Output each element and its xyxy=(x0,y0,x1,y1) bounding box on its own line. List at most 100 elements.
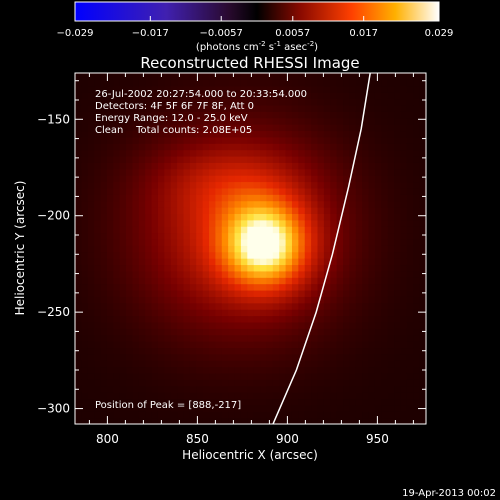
heatmap-cell xyxy=(119,321,127,329)
heatmap-cell xyxy=(266,385,274,393)
heatmap-cell xyxy=(177,149,185,157)
heatmap-cell xyxy=(336,264,344,272)
heatmap-cell xyxy=(336,155,344,163)
heatmap-cell xyxy=(311,302,319,310)
heatmap-cell xyxy=(209,79,216,87)
heatmap-cell xyxy=(419,270,426,278)
heatmap-cell xyxy=(151,226,159,234)
heatmap-cell xyxy=(349,264,357,272)
heatmap-cell xyxy=(164,200,172,208)
heatmap-cell xyxy=(234,341,242,349)
heatmap-cell xyxy=(87,162,95,170)
heatmap-cell xyxy=(349,411,357,419)
heatmap-cell xyxy=(189,328,197,336)
heatmap-cell xyxy=(132,347,140,355)
heatmap-cell xyxy=(291,213,299,221)
heatmap-cell xyxy=(247,264,255,272)
heatmap-cell xyxy=(240,124,248,132)
heatmap-cell xyxy=(75,104,82,112)
heatmap-cell xyxy=(94,73,102,80)
heatmap-cell xyxy=(157,398,165,406)
heatmap-cell xyxy=(266,187,274,195)
heatmap-cell xyxy=(272,162,280,170)
heatmap-cell xyxy=(406,366,414,374)
heatmap-cell xyxy=(413,143,421,151)
heatmap-cell xyxy=(170,207,178,214)
heatmap-cell xyxy=(260,238,268,246)
heatmap-cell xyxy=(266,168,274,176)
heatmap-cell xyxy=(183,149,191,157)
heatmap-cell xyxy=(304,315,312,323)
heatmap-cell xyxy=(330,366,338,374)
heatmap-cell xyxy=(132,207,140,214)
heatmap-cell xyxy=(336,124,344,132)
heatmap-cell xyxy=(279,302,287,310)
heatmap-cell xyxy=(94,379,102,387)
heatmap-cell xyxy=(279,168,287,176)
heatmap-cell xyxy=(234,175,242,183)
heatmap-cell xyxy=(157,379,165,387)
heatmap-cell xyxy=(266,79,274,87)
heatmap-cell xyxy=(311,270,319,278)
heatmap-cell xyxy=(183,372,191,380)
heatmap-cell xyxy=(100,289,108,297)
heatmap-cell xyxy=(355,341,363,349)
heatmap-cell xyxy=(228,98,236,106)
heatmap-cell xyxy=(419,168,426,176)
heatmap-cell xyxy=(145,315,153,323)
heatmap-cell xyxy=(362,411,370,419)
heatmap-cell xyxy=(126,385,134,393)
heatmap-cell xyxy=(298,296,306,304)
heatmap-cell xyxy=(291,207,299,214)
heatmap-cell xyxy=(266,85,274,93)
heatmap-cell xyxy=(126,98,134,106)
heatmap-cell xyxy=(247,366,255,374)
heatmap-cell xyxy=(183,309,191,317)
heatmap-cell xyxy=(349,341,357,349)
heatmap-cell xyxy=(119,417,127,424)
heatmap-cell xyxy=(374,149,382,157)
heatmap-cell xyxy=(368,347,376,355)
heatmap-cell xyxy=(113,219,121,227)
heatmap-cell xyxy=(145,181,153,189)
heatmap-cell xyxy=(387,341,395,349)
heatmap-cell xyxy=(87,175,95,183)
heatmap-cell xyxy=(87,251,95,259)
heatmap-cell xyxy=(100,328,108,336)
heatmap-cell xyxy=(387,277,395,285)
heatmap-cell xyxy=(177,181,185,189)
heatmap-cell xyxy=(113,283,121,291)
heatmap-cell xyxy=(387,130,395,138)
heatmap-cell xyxy=(202,309,210,317)
heatmap-cell xyxy=(157,328,165,336)
heatmap-cell xyxy=(132,162,140,170)
heatmap-cell xyxy=(387,270,395,278)
heatmap-cell xyxy=(94,200,102,208)
heatmap-cell xyxy=(196,366,204,374)
heatmap-cell xyxy=(406,219,414,227)
heatmap-cell xyxy=(343,238,351,246)
heatmap-cell xyxy=(260,155,268,163)
heatmap-cell xyxy=(126,296,134,304)
heatmap-cell xyxy=(113,264,121,272)
heatmap-cell xyxy=(151,353,159,361)
heatmap-cell xyxy=(343,398,351,406)
heatmap-cell xyxy=(266,398,274,406)
heatmap-cell xyxy=(177,411,185,419)
heatmap-cell xyxy=(406,200,414,208)
heatmap-cell xyxy=(368,321,376,329)
heatmap-cell xyxy=(394,321,402,329)
heatmap-cell xyxy=(240,296,248,304)
heatmap-cell xyxy=(343,289,351,297)
heatmap-cell xyxy=(260,309,268,317)
heatmap-cell xyxy=(170,226,178,234)
heatmap-cell xyxy=(349,226,357,234)
heatmap-cell xyxy=(75,417,82,424)
heatmap-cell xyxy=(355,213,363,221)
heatmap-cell xyxy=(272,245,280,253)
heatmap-cell xyxy=(394,315,402,323)
heatmap-cell xyxy=(362,385,370,393)
heatmap-cell xyxy=(138,404,146,412)
heatmap-cell xyxy=(228,79,236,87)
heatmap-cell xyxy=(323,111,331,119)
